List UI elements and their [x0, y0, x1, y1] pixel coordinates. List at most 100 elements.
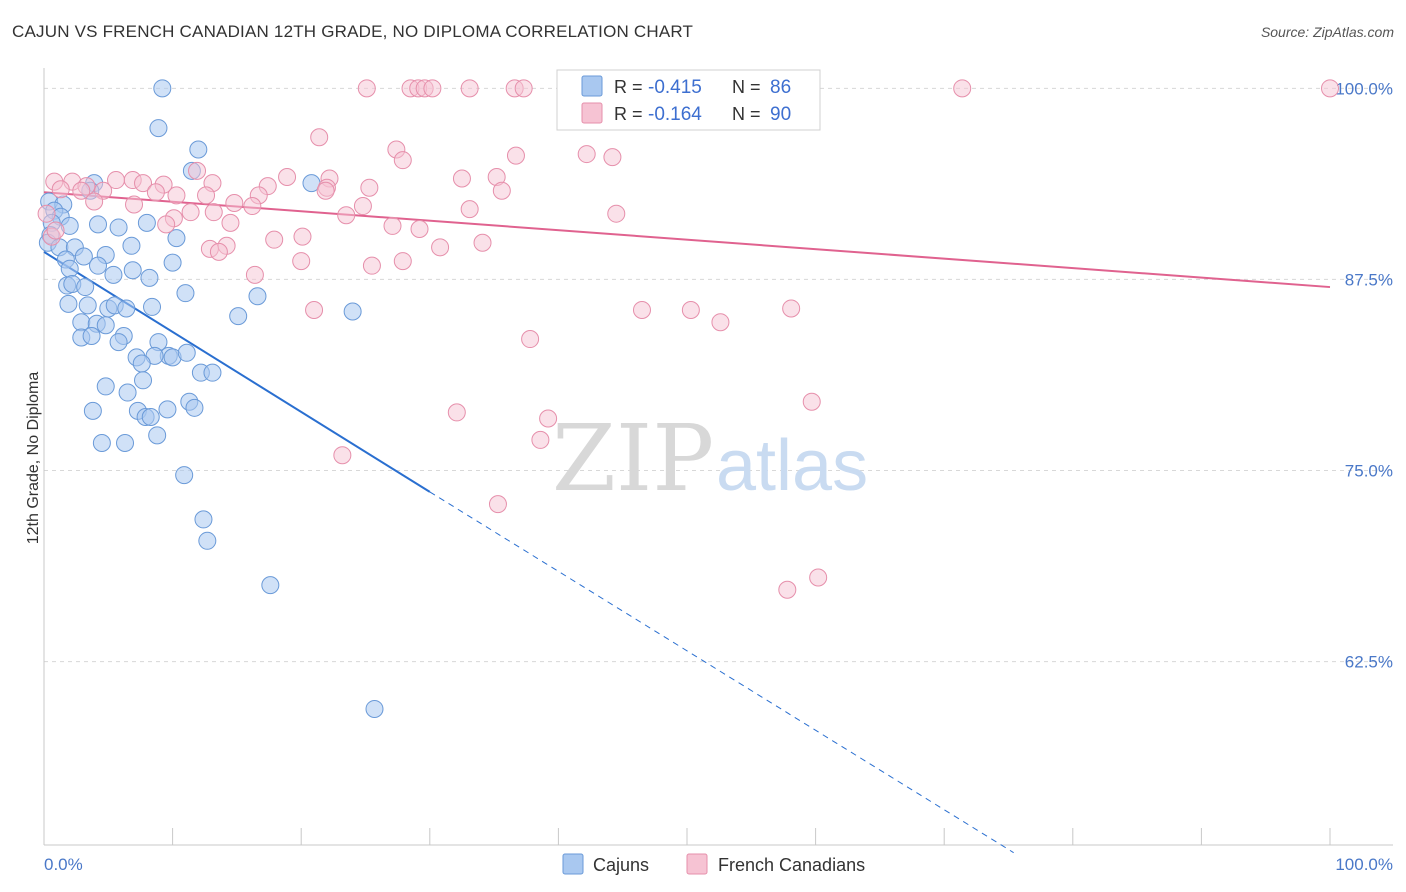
- legend-n-label-2: N =: [732, 104, 761, 124]
- french-canadian-point-49: [37, 204, 56, 223]
- cajun-point-41: [343, 302, 362, 321]
- cajun-point-35: [59, 294, 78, 313]
- bottom-legend-cajuns: Cajuns: [593, 855, 649, 875]
- french-canadian-point-72: [632, 300, 651, 319]
- cajun-point-72: [175, 466, 194, 485]
- trend-lines: [43, 191, 1331, 854]
- french-canadian-point-52: [337, 206, 356, 225]
- french-canadian-point-61: [265, 230, 284, 249]
- cajun-point-59: [134, 371, 153, 390]
- french-canadian-point-39: [197, 186, 216, 205]
- cajun-point-74: [198, 531, 217, 550]
- cajun-point-40: [117, 299, 136, 318]
- cajun-point-73: [194, 510, 213, 529]
- legend-n-value-2: 90: [770, 104, 791, 125]
- french-canadian-point-35: [72, 181, 91, 200]
- french-canadian-point-55: [221, 213, 240, 232]
- cajun-point-20: [122, 236, 141, 255]
- french-canadian-point-68: [393, 252, 412, 271]
- y-tick-label-2: 75.0%: [1345, 461, 1393, 480]
- y-tick-label-1: 87.5%: [1345, 270, 1393, 289]
- french-canadian-point-7: [514, 79, 533, 98]
- y-tick-label-0: 100.0%: [1335, 79, 1393, 98]
- cajun-point-25: [163, 253, 182, 272]
- chart-title: CAJUN VS FRENCH CANADIAN 12TH GRADE, NO …: [12, 22, 694, 41]
- french-canadian-point-60: [293, 227, 312, 246]
- cajun-point-32: [76, 278, 95, 297]
- cajun-point-71: [116, 433, 135, 452]
- cajun-point-27: [123, 261, 142, 280]
- french-canadian-point-21: [452, 169, 471, 188]
- french-canadian-point-5: [460, 79, 479, 98]
- cajun-point-39: [143, 297, 162, 316]
- french-canadian-point-17: [603, 148, 622, 167]
- cajun-point-61: [118, 383, 137, 402]
- cajun-point-69: [148, 426, 167, 445]
- cajun-point-14: [137, 213, 156, 232]
- french-canadian-point-11: [1321, 79, 1339, 98]
- french-canadian-point-12: [310, 128, 329, 147]
- cajun-point-33: [176, 284, 195, 303]
- cajun-point-68: [158, 400, 177, 419]
- french-canadian-points: [37, 79, 1339, 599]
- cajun-point-63: [185, 398, 204, 417]
- french-canadian-point-47: [353, 197, 372, 216]
- french-canadian-point-14: [393, 151, 412, 170]
- cajun-point-1: [149, 119, 168, 138]
- french-canadian-point-19: [278, 168, 297, 187]
- cajun-point-70: [92, 433, 111, 452]
- legend-n-label-1: N =: [732, 77, 761, 97]
- french-canadian-point-42: [492, 181, 511, 200]
- french-canadian-point-34: [51, 180, 70, 199]
- french-canadian-point-0: [357, 79, 376, 98]
- french-canadian-point-51: [204, 203, 223, 222]
- french-canadian-point-76: [521, 330, 540, 349]
- cajun-point-36: [78, 296, 97, 315]
- legend-swatch-french-canadians: [581, 102, 603, 124]
- french-canadian-point-18: [188, 161, 207, 180]
- french-canadian-point-74: [782, 299, 801, 318]
- french-canadian-point-81: [333, 446, 352, 465]
- french-canadian-point-44: [225, 193, 244, 212]
- watermark: ZIP atlas: [552, 405, 868, 512]
- french-canadian-point-53: [607, 204, 626, 223]
- source-label: Source: ZipAtlas.com: [1260, 24, 1394, 40]
- french-canadian-point-85: [46, 221, 65, 240]
- y-tick-labels: 100.0% 87.5% 75.0% 62.5%: [1335, 79, 1393, 671]
- cajun-point-42: [229, 307, 248, 326]
- cajun-point-13: [109, 218, 128, 237]
- legend-r-label-2: R =: [614, 104, 643, 124]
- cajun-point-28: [104, 265, 123, 284]
- french-canadian-point-4: [423, 79, 442, 98]
- legend-n-value-1: 86: [770, 77, 791, 98]
- french-canadian-point-10: [953, 79, 972, 98]
- top-legend: R = -0.415 N = 86 R = -0.164 N = 90: [556, 69, 821, 131]
- cajun-point-47: [82, 326, 101, 345]
- french-canadian-point-75: [711, 313, 730, 332]
- cajun-point-12: [89, 215, 108, 234]
- french-canadian-point-71: [305, 300, 324, 319]
- french-canadian-point-84: [809, 568, 828, 587]
- cajun-point-21: [74, 247, 93, 266]
- french-canadian-point-70: [245, 265, 264, 284]
- cajun-point-75: [261, 576, 280, 595]
- cajun-point-29: [140, 268, 159, 287]
- cajun-trend-extension: [429, 491, 1014, 854]
- french-canadian-point-57: [383, 216, 402, 235]
- cajun-point-0: [153, 79, 172, 98]
- french-canadian-point-67: [292, 252, 311, 271]
- bottom-legend-french-canadians: French Canadians: [718, 855, 865, 875]
- french-canadian-point-65: [431, 238, 450, 257]
- french-canadian-point-41: [316, 181, 335, 200]
- y-tick-label-3: 62.5%: [1345, 653, 1393, 672]
- french-canadian-point-46: [243, 197, 262, 216]
- french-canadian-point-69: [362, 256, 381, 275]
- grid-lines: [44, 87, 1393, 663]
- x-tick-labels: 0.0% 100.0%: [44, 855, 1393, 874]
- french-canadian-point-56: [157, 215, 176, 234]
- bottom-legend-swatch-cajuns: [562, 853, 584, 875]
- french-canadian-point-79: [539, 409, 558, 428]
- legend-swatch-cajuns: [581, 75, 603, 97]
- legend-r-value-1: -0.415: [648, 77, 702, 98]
